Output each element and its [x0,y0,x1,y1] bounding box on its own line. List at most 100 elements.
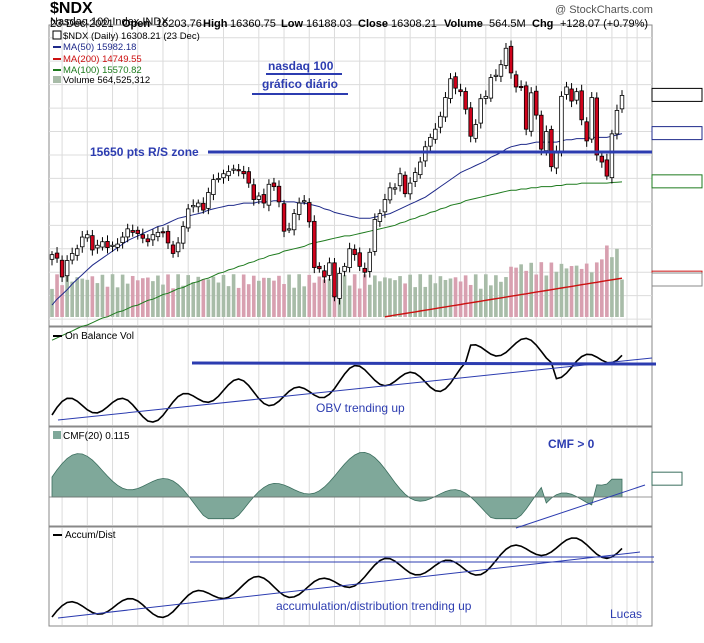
volume-bar-89 [499,281,503,317]
candle-body-67 [387,187,393,201]
candle-body-32 [211,179,216,195]
legend-volume: Volume 564,525,312 [63,75,150,86]
ad-panel-frame [48,526,653,627]
candle-body-11 [105,240,110,249]
candle-body-31 [206,192,211,209]
candle-body-22 [160,231,166,234]
candle-body-29 [196,202,201,208]
candle-body-93 [518,86,524,89]
volume-bar-83 [468,284,473,317]
candle-body-64 [372,219,378,252]
candle-body-27 [185,208,191,229]
candle-body-44 [271,182,277,188]
candle-body-3 [64,260,70,277]
volume-bar-104 [574,265,579,317]
volume-bar-100 [554,271,559,317]
volume-bar-45 [277,275,281,317]
volume-bar-26 [181,285,185,317]
volume-bar-54 [322,279,327,317]
candle-body-109 [599,155,605,163]
volume-bar-72 [413,287,418,317]
legend-ma50: MA(50) 15982.18 [63,42,136,53]
annotations: nasdaq 100 gráfico diário 15650 pts R/S … [90,59,642,621]
candle-body-48 [291,213,297,231]
candle-body-94 [523,85,529,130]
open-label: Open [122,18,150,30]
drawn-lines [57,150,657,619]
candle-body-105 [579,90,584,121]
legend-ma100: MA(100) 15570.82 [63,65,142,76]
candle-body-62 [362,267,367,273]
candle-body-2 [59,259,65,278]
volume-bar-4 [70,281,74,317]
candle-body-57 [337,273,342,299]
open-value: 16203.76 [156,18,202,30]
volume-bar-41 [256,280,261,317]
candle-body-33 [216,178,221,181]
volume-bar-62 [362,274,367,317]
volume-bar-53 [317,276,322,317]
volume-bar-103 [569,266,574,317]
candle-body-66 [382,199,388,213]
candle-body-19 [145,238,151,243]
volume-bars [50,245,624,317]
candle-body-14 [120,236,125,244]
obv-panel-frame [48,326,653,427]
candle-body-104 [574,91,579,101]
candle-body-71 [407,182,413,195]
candle-body-55 [327,262,332,276]
price-tag-box-0 [651,87,703,102]
cmf-trend-line [515,484,646,529]
volume-bar-15 [125,283,130,317]
volume-bar-102 [564,268,569,317]
volume-bar-106 [584,263,589,317]
volume-bar-12 [110,274,115,317]
candle-body-70 [402,174,408,195]
candle-body-97 [539,114,544,150]
ad-trend-line [57,551,641,619]
volume-bar-87 [489,285,493,317]
symbol-label: $NDX [50,0,93,17]
obv-line [51,337,623,423]
candle-body-12 [110,244,115,247]
volume-bar-85 [478,288,483,317]
candle-body-86 [483,95,489,99]
candle-body-91 [508,45,514,74]
candle-body-61 [357,252,362,267]
candle-body-100 [554,151,559,169]
candle-body-38 [241,170,246,175]
candle-body-83 [468,107,473,137]
volume-bar-58 [342,275,347,317]
ma100-line [51,181,623,341]
volume-bar-43 [267,277,271,317]
candle-body-0 [49,254,55,260]
volume-bar-101 [559,263,564,317]
note-grafico: gráfico diário [262,77,338,91]
volume-bar-64 [373,275,377,317]
volume-bar-113 [620,279,624,317]
candle-body-36 [231,168,236,171]
candle-body-76 [433,128,438,140]
volume-bar-78 [443,279,448,317]
volume-bar-14 [120,274,125,317]
volume-bar-39 [246,284,251,317]
candle-body-102 [564,86,569,95]
candle-body-84 [473,124,478,139]
candle-body-40 [251,184,256,200]
volume-bar-21 [156,275,160,317]
volume-value: 564.5M [489,18,526,30]
candle-body-101 [559,95,564,153]
candle-body-24 [170,244,176,254]
low-value: 16188.03 [306,18,352,30]
volume-bar-3 [65,275,69,317]
candles [49,40,625,305]
candle-body-90 [503,47,509,66]
volume-bar-55 [327,278,332,317]
axes [651,87,703,486]
candle-body-10 [100,241,105,248]
candle-body-9 [95,244,100,249]
obv-note: OBV trending up [316,401,405,415]
volume-bar-35 [226,286,231,317]
cmf-title-swatch [53,431,61,439]
